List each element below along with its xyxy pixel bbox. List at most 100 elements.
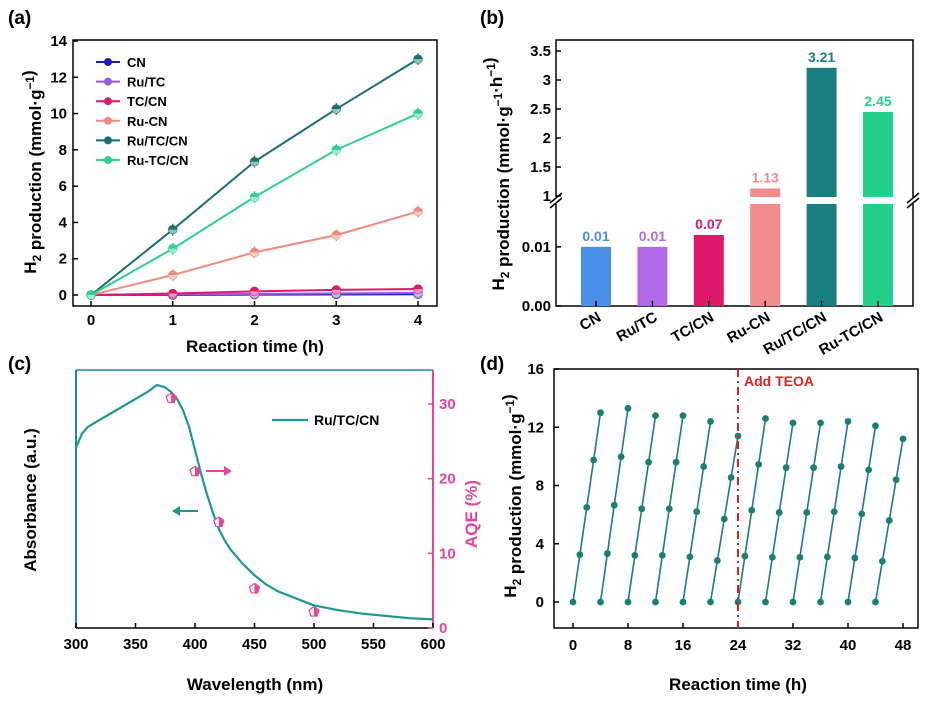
cycle-point	[583, 503, 591, 511]
y-axis-label: H2 production (mmol·g−1·h−1)	[480, 57, 513, 290]
data-point-half	[332, 149, 341, 155]
aqe-point-half	[195, 466, 200, 476]
data-point-half	[86, 295, 96, 300]
bar-TC/CN	[693, 235, 724, 306]
legend-label: Ru-CN	[127, 114, 167, 129]
y-right-tick-label: 20	[439, 471, 456, 488]
y-right-tick-label: 30	[439, 396, 456, 413]
data-point-half	[413, 59, 423, 64]
panel-label-d: (d)	[480, 354, 504, 375]
cycle-point	[693, 508, 701, 516]
data-point-half	[250, 252, 259, 257]
axis-break-band	[552, 197, 917, 204]
cycle-point	[782, 464, 790, 472]
panel-b-bar-chart: 1 1.5 2 2.5 3 3.5 0.00 0.01 0.01 CN 0.01 Ru/TC 0.07 T…	[480, 39, 920, 359]
data-point-half	[250, 161, 259, 166]
y-tick-label: 4	[536, 536, 545, 553]
cycle-point	[720, 515, 728, 523]
cycle-point	[872, 598, 879, 606]
cycle-point	[652, 412, 659, 419]
x-tick-label: 550	[361, 636, 386, 653]
axis-break-mark	[906, 192, 920, 204]
legend-label: Ru/TC	[127, 75, 166, 90]
cycle-point	[872, 422, 879, 430]
data-point-half	[413, 289, 423, 294]
x-tick-label: 500	[301, 636, 326, 653]
cycle-point	[817, 419, 824, 427]
cycle-point	[610, 501, 618, 509]
panel-d-frame	[553, 368, 919, 629]
cycle-point	[844, 418, 852, 425]
cycle-point	[789, 598, 797, 606]
arrow-left-head	[172, 506, 180, 516]
legend-label: Ru-TC/CN	[127, 153, 188, 168]
y-tick-label: 4	[59, 214, 68, 231]
y-tick-label: 10	[50, 106, 67, 123]
data-point-half	[332, 109, 341, 114]
x-tick-label: 350	[123, 636, 148, 653]
x-tick-label: Ru-TC/CN	[816, 309, 886, 359]
axis-break-mark	[549, 197, 563, 209]
panel-label-a: (a)	[8, 8, 31, 29]
legend-label: Ru/TC/CN	[314, 412, 379, 428]
cycle-point	[789, 419, 797, 427]
x-tick-label: 32	[785, 637, 802, 654]
data-point-half	[332, 293, 341, 298]
cycle-point	[823, 553, 831, 561]
cycle-point	[768, 553, 776, 561]
y-tick-label: 0.01	[522, 239, 551, 256]
arrow-right-head	[224, 466, 232, 476]
cycle-point	[734, 598, 742, 606]
cycle-point	[885, 517, 893, 524]
y-tick-label: 3	[543, 72, 551, 89]
y-tick-label: 12	[50, 69, 67, 86]
cycle-point	[713, 557, 721, 564]
y-tick-label: 0	[59, 287, 67, 304]
x-axis-label: Reaction time (h)	[669, 675, 807, 694]
cycle-point	[817, 598, 824, 606]
y-tick-label: 2.5	[530, 101, 551, 118]
cycle-point	[658, 552, 666, 559]
absorbance-curve	[74, 383, 434, 621]
data-point-half	[250, 197, 259, 202]
data-point-half	[168, 275, 177, 280]
cycle-point	[899, 435, 907, 443]
legend-marker	[104, 97, 112, 106]
data-point-half	[168, 293, 177, 298]
cycle-point	[851, 554, 859, 562]
y-tick-label: 0	[536, 594, 544, 611]
x-tick-label: 40	[840, 637, 857, 654]
legend-marker	[104, 136, 112, 145]
cycle-point	[652, 598, 659, 606]
data-label: 0.07	[695, 216, 722, 232]
y-tick-label: 1.5	[530, 159, 551, 176]
y-axis-label: H2 production (mmol·g−1)	[499, 394, 525, 597]
x-tick-label: 0	[87, 312, 95, 329]
bar-Ru-CN	[750, 188, 781, 306]
cycle-point	[803, 509, 811, 516]
cycle-point	[597, 598, 604, 606]
data-label: 1.13	[752, 169, 779, 185]
x-axis-label: Reaction time (h)	[186, 337, 324, 356]
y-tick-label: 8	[536, 478, 544, 495]
cycle-point	[775, 509, 783, 516]
x-tick-label: 3	[332, 312, 340, 329]
data-label: 3.21	[808, 49, 835, 65]
cycle-point	[617, 453, 625, 461]
legend-label: CN	[127, 55, 146, 70]
cycle-point	[892, 476, 900, 484]
cycle-point	[878, 557, 886, 565]
bar-Ru-TC/CN	[863, 111, 893, 307]
data-point-half	[250, 291, 259, 296]
panel-b-frame	[555, 39, 914, 307]
legend-marker	[104, 58, 112, 66]
y-tick-label: 3.5	[530, 43, 551, 60]
bar-CN	[581, 246, 611, 306]
cycle-point	[624, 404, 632, 412]
legend-label: Ru/TC/CN	[127, 133, 188, 148]
data-point-half	[413, 113, 423, 118]
bar-Ru/TC/CN	[806, 67, 837, 306]
cycle-point	[631, 552, 639, 559]
